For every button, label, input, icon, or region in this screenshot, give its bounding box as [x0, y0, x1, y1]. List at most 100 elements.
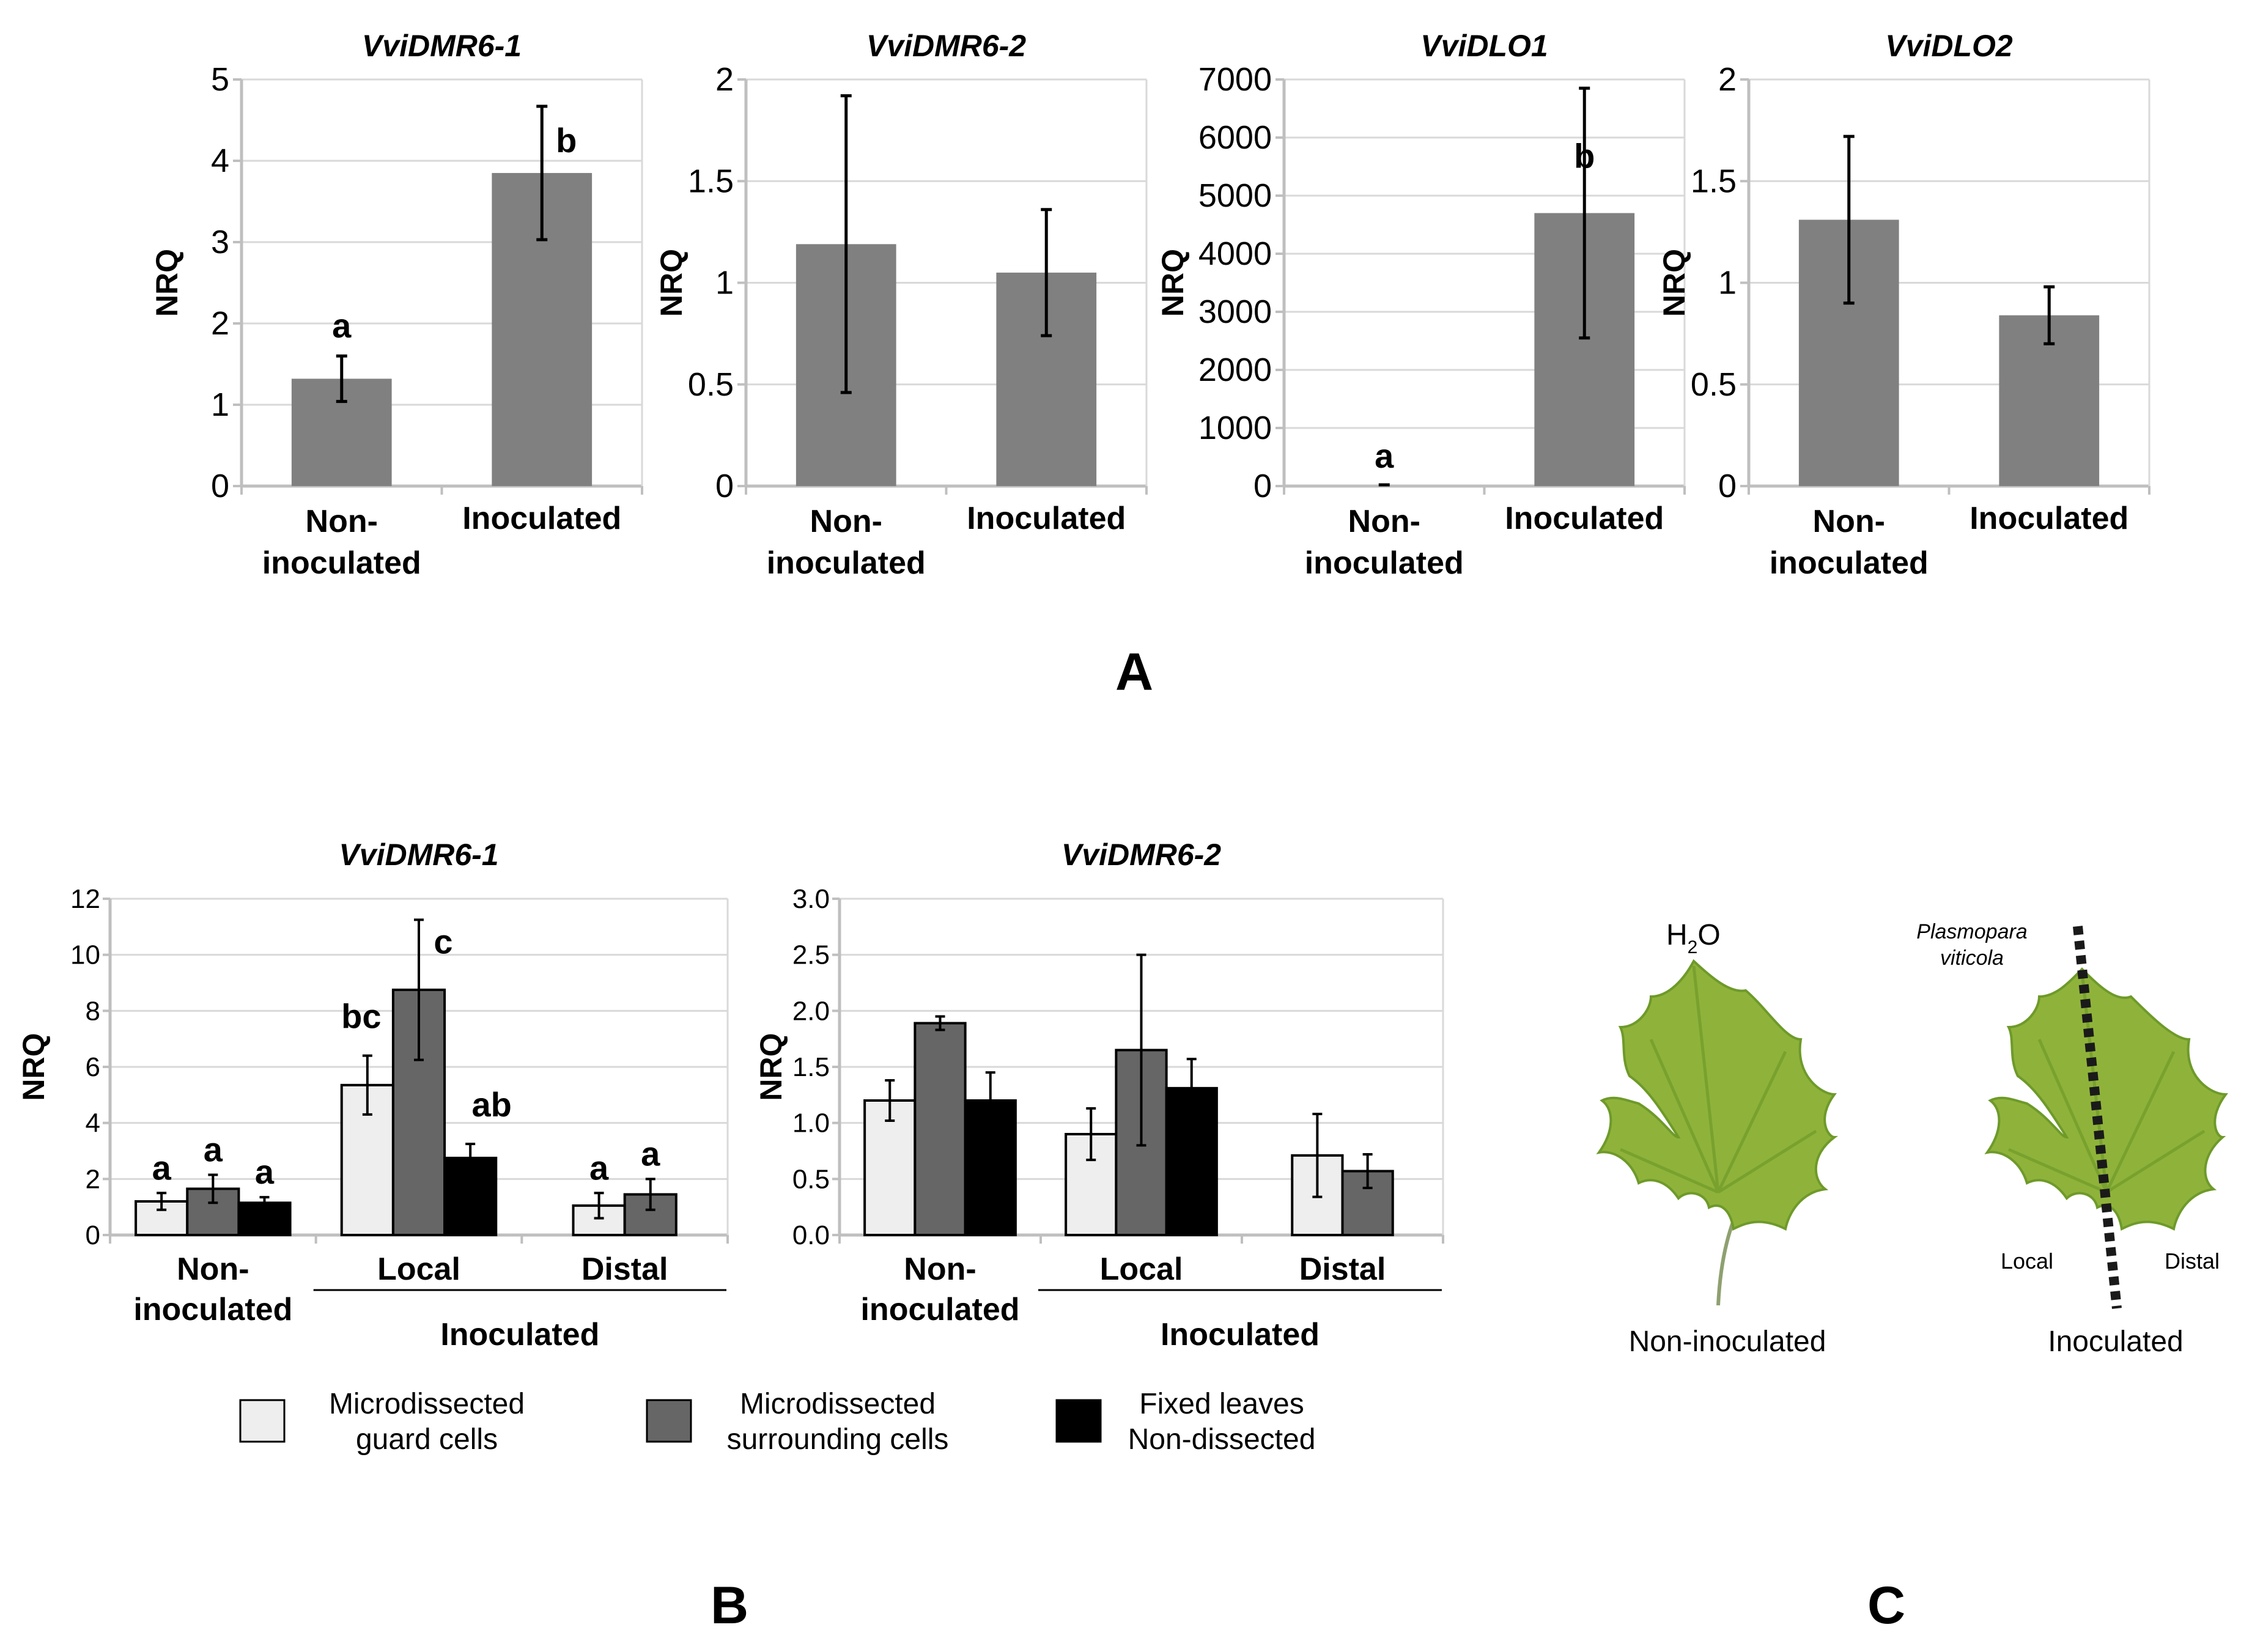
x-category-label: Non-: [177, 1252, 249, 1287]
x-category-label: Non-: [810, 504, 882, 539]
x-category-label: Inoculated: [1970, 501, 2128, 536]
significance-letter: c: [434, 922, 452, 961]
panel-c: H2O Non-inoculated Plasmopara viticola L…: [1596, 919, 2228, 1358]
leaf1-caption: Non-inoculated: [1629, 1326, 1826, 1358]
significance-letter: a: [589, 1148, 609, 1187]
y-tick-label: 0: [1718, 468, 1737, 504]
y-tick-label: 0: [211, 468, 229, 504]
x-category-label: Local: [377, 1252, 460, 1287]
chart-title: VviDMR6-2: [866, 29, 1026, 63]
distal-label: Distal: [2165, 1248, 2220, 1274]
panel-label-c: C: [1867, 1576, 1905, 1635]
legend-label-surrounding-2: surrounding cells: [727, 1423, 949, 1456]
significance-letter: a: [1375, 437, 1394, 475]
y-tick-label: 2: [211, 305, 229, 342]
chart-a-vvidlo2: 0 0.5 1 1.5 2 VviDLO2 NRQ Non-inoculated Inocula…: [1657, 29, 2150, 581]
significance-letter: bc: [341, 997, 381, 1036]
y-tick-label: 5000: [1198, 177, 1272, 214]
y-axis-label: NRQ: [1156, 249, 1190, 317]
y-tick-label: 4: [211, 142, 229, 179]
y-tick-label: 1.5: [1691, 163, 1737, 199]
y-tick-label: 0.0: [792, 1220, 830, 1250]
significance-letter: a: [152, 1148, 172, 1187]
chart-title: VviDMR6-1: [362, 29, 522, 63]
panel-label-b: B: [711, 1576, 748, 1635]
legend-label-guard-2: guard cells: [356, 1423, 498, 1456]
significance-letter: ab: [471, 1085, 511, 1124]
pathogen-label-2: viticola: [1940, 946, 2004, 970]
y-tick-label: 1.5: [792, 1052, 830, 1082]
bar-non-inoculated-fixed-leaves-non-dissected: [237, 1201, 292, 1236]
leaf-inoculated: [1984, 926, 2228, 1309]
local-label: Local: [2001, 1248, 2053, 1274]
y-axis-label: NRQ: [150, 249, 184, 317]
leaf-non-inoculated: [1596, 959, 1838, 1306]
y-tick-label: 2: [715, 61, 734, 98]
x-category-label: inoculated: [860, 1292, 1019, 1327]
y-tick-label: 3000: [1198, 293, 1272, 330]
legend-label-fixed-1: Fixed leaves: [1139, 1388, 1304, 1420]
legend-swatch-fixed: [1055, 1399, 1102, 1443]
x-category-label: inoculated: [262, 545, 421, 581]
chart-a-vvidmr6-2: 0 0.5 1 1.5 2 VviDMR6-2 NRQ Non-inoculated Inocu…: [654, 29, 1148, 581]
x-category-label: Distal: [1299, 1252, 1386, 1287]
y-axis-label: NRQ: [654, 249, 689, 317]
chart-a-vvidmr6-1: 0 1 2 3 4 5 VviDMR6-1 NRQ a Non-inoculated b Inocul…: [150, 29, 643, 581]
y-tick-label: 6000: [1198, 119, 1272, 156]
y-tick-label: 0: [715, 468, 734, 504]
division-line: [2073, 926, 2122, 1309]
y-tick-label: 2: [86, 1164, 100, 1194]
x-category-label: Local: [1100, 1252, 1183, 1287]
bar-non-inoculated-microdissected-guard-cells: [863, 1099, 917, 1236]
panel-label-a: A: [1115, 643, 1153, 701]
x-category-label: Non-: [306, 504, 378, 539]
legend: Microdissected guard cells Microdissecte…: [239, 1388, 1316, 1456]
legend-swatch-surrounding: [646, 1399, 692, 1443]
y-tick-label: 1: [211, 386, 229, 423]
leaf2-caption: Inoculated: [2048, 1326, 2184, 1358]
y-tick-label: 0.5: [688, 366, 734, 403]
y-tick-label: 7000: [1198, 61, 1272, 98]
x-category-label: Non-: [904, 1252, 976, 1287]
y-tick-label: 8: [86, 996, 100, 1026]
x-category-label: inoculated: [767, 545, 926, 581]
y-tick-label: 3: [211, 224, 229, 260]
chart-title: VviDLO1: [1420, 29, 1548, 63]
legend-label-fixed-2: Non-dissected: [1128, 1423, 1316, 1456]
y-tick-label: 5: [211, 61, 229, 98]
y-tick-label: 0.5: [792, 1164, 830, 1194]
y-tick-label: 1: [715, 265, 734, 301]
y-tick-label: 2: [1718, 61, 1737, 98]
chart-a-vvidlo1: 0 1000 2000 3000 4000 5000 6000 7000 VviDLO1 NRQ a…: [1156, 29, 1686, 581]
y-tick-label: 1.0: [792, 1108, 830, 1138]
x-category-label: Inoculated: [462, 501, 621, 536]
bar-non-inoculated-microdissected-surrounding-cells: [914, 1022, 967, 1236]
h2o-label: H2O: [1666, 919, 1721, 957]
x-category-label: Distal: [581, 1252, 668, 1287]
x-category-label: Non-: [1348, 504, 1420, 539]
pathogen-label-1: Plasmopara: [1916, 920, 2027, 943]
y-tick-label: 2000: [1198, 352, 1272, 388]
y-tick-label: 1.5: [688, 163, 734, 199]
chart-b-vvidmr6-2: 0.0 0.5 1.0 1.5 2.0 2.5 3.0 VviDMR6-2 NRQ Non-ino…: [754, 838, 1444, 1352]
significance-letter: b: [1574, 136, 1595, 175]
y-axis-label: NRQ: [17, 1033, 51, 1101]
legend-label-surrounding-1: Microdissected: [740, 1388, 936, 1420]
y-axis-label: NRQ: [754, 1033, 788, 1101]
x-category-label: Inoculated: [967, 501, 1126, 536]
x-category-label: Inoculated: [1505, 501, 1664, 536]
chart-title: VviDMR6-1: [339, 838, 498, 872]
x-category-label: inoculated: [133, 1292, 292, 1327]
significance-letter: a: [332, 306, 352, 345]
legend-swatch-guard: [239, 1399, 286, 1443]
y-axis-label: NRQ: [1657, 249, 1691, 317]
y-tick-label: 2.5: [792, 940, 830, 970]
supergroup-label: Inoculated: [1161, 1317, 1320, 1352]
y-tick-label: 4000: [1198, 235, 1272, 272]
x-category-label: Non-: [1813, 504, 1885, 539]
significance-letter: a: [641, 1134, 660, 1173]
panel-a-charts: 0 1 2 3 4 5 VviDMR6-1 NRQ a Non-inoculated b Inocul…: [150, 29, 2150, 581]
